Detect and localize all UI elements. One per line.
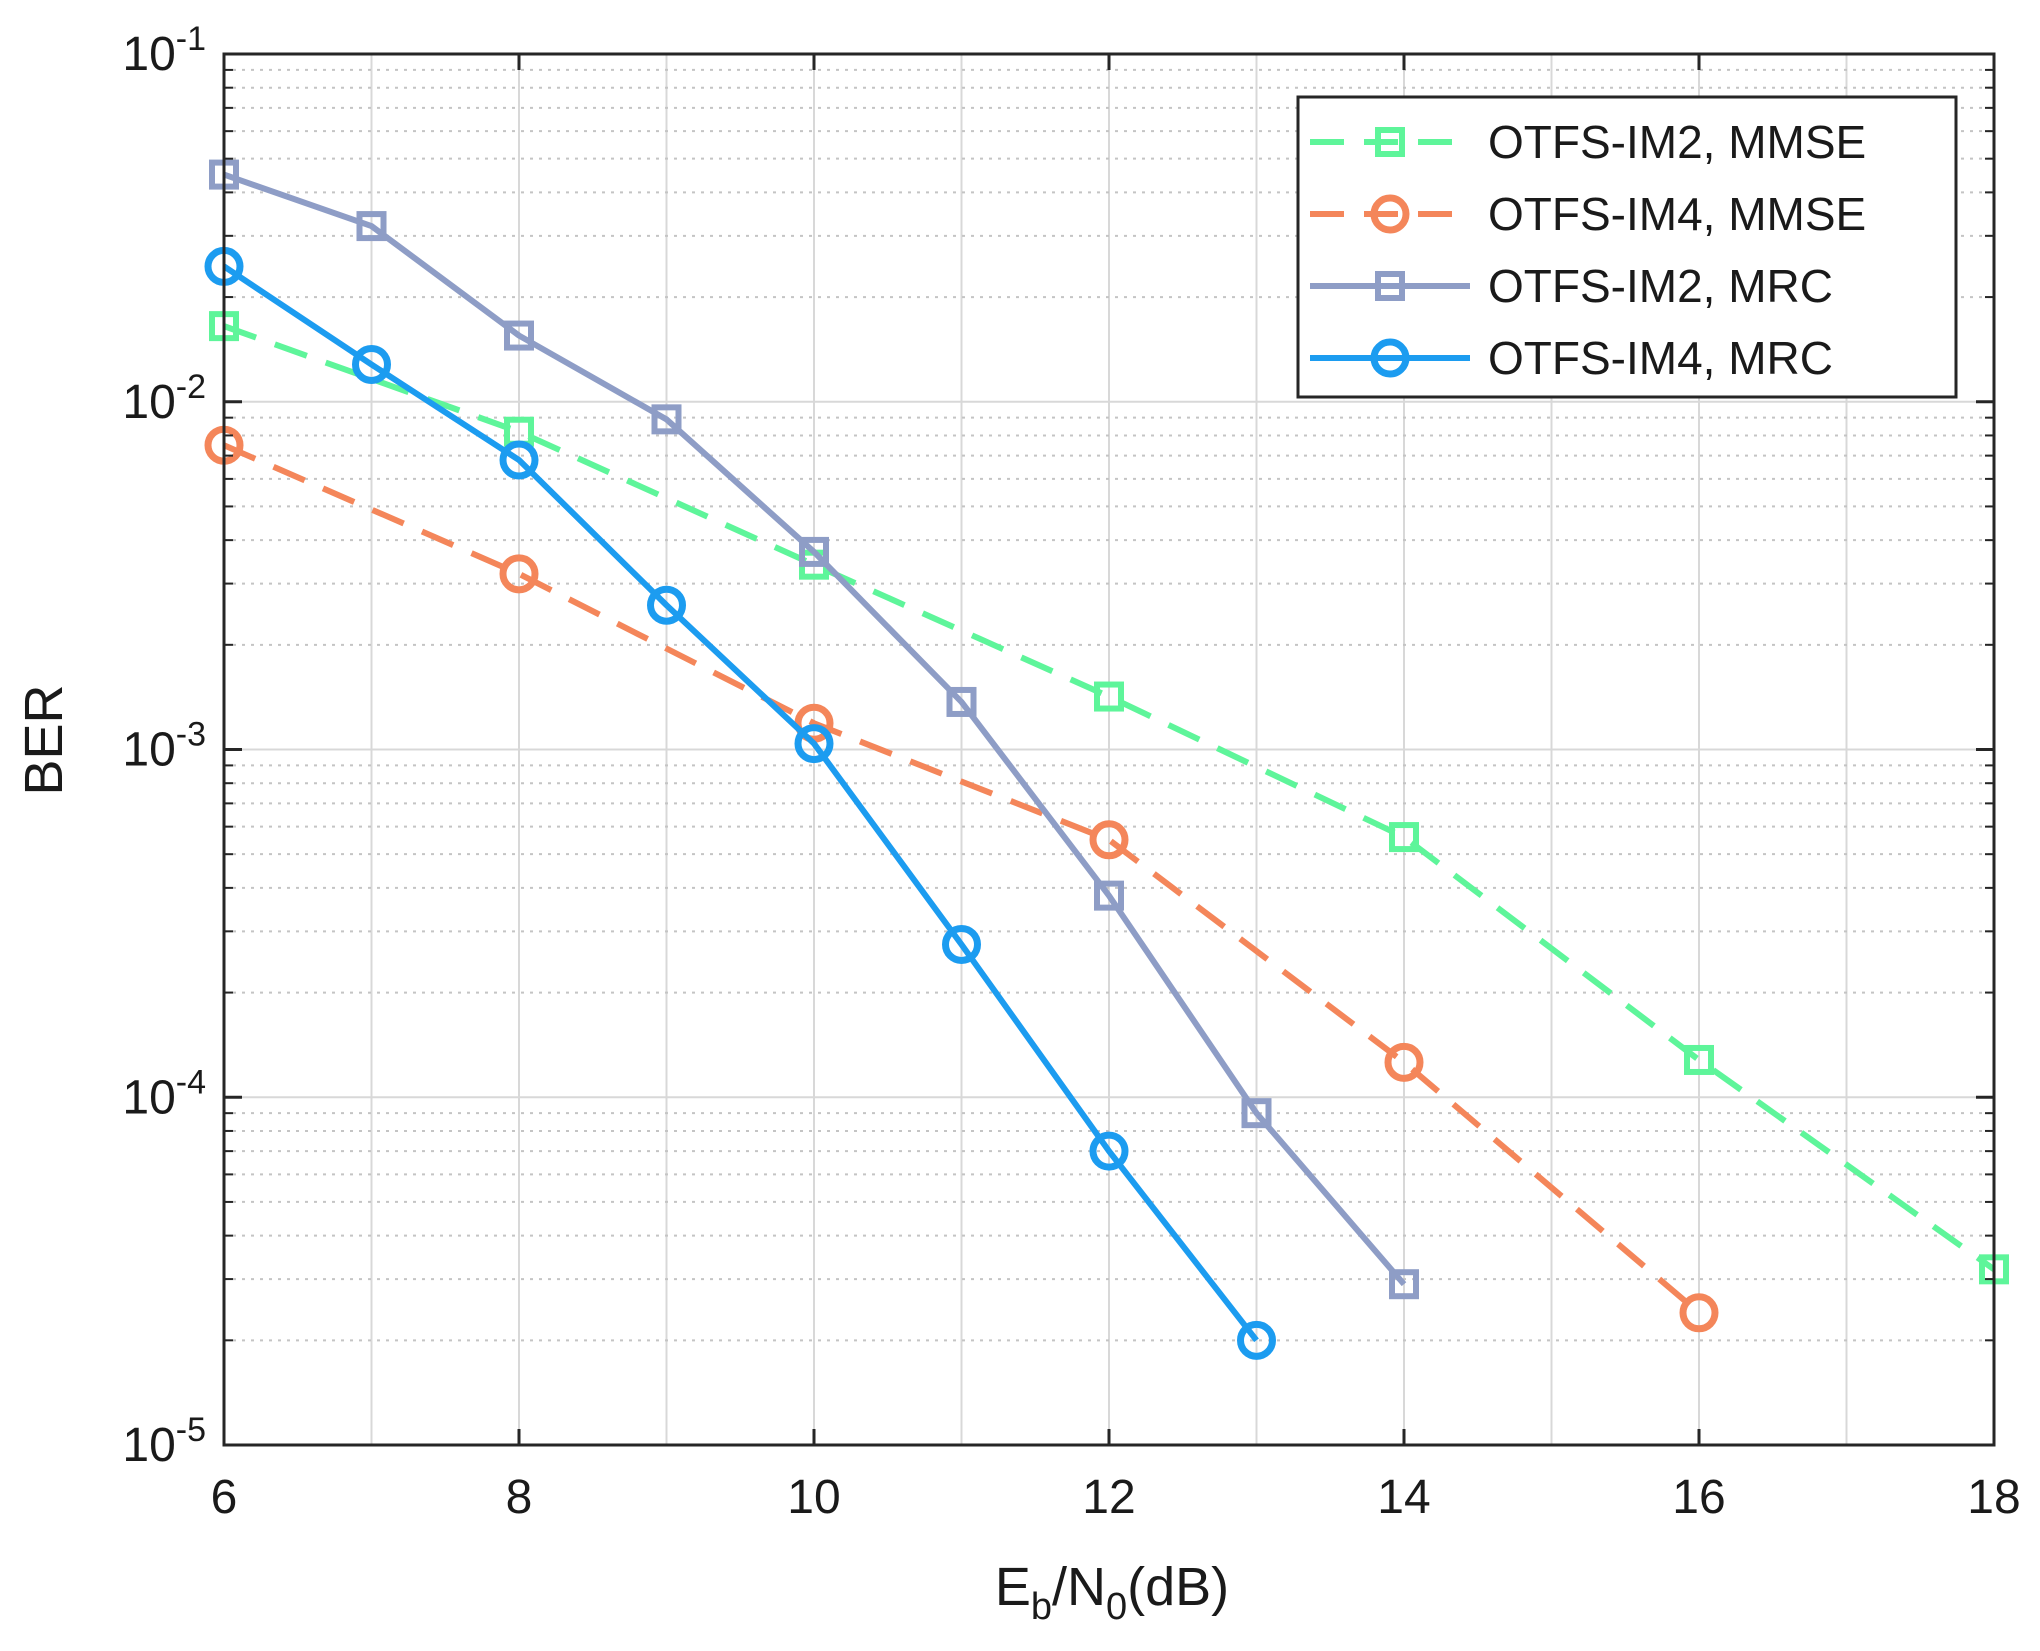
legend-label: OTFS-IM4, MMSE	[1488, 188, 1866, 240]
data-point	[1679, 1293, 1719, 1333]
y-tick-label: 10-3	[122, 716, 206, 777]
legend-box	[1296, 95, 1958, 399]
y-tick-label: 10-2	[122, 368, 206, 429]
y-tick-label-exponent: -1	[176, 20, 206, 58]
data-point	[946, 686, 977, 717]
y-tick-label-exponent: -3	[176, 716, 206, 754]
legend-entry-3: OTFS-IM2, MRC	[1310, 260, 1833, 312]
data-point	[352, 344, 391, 384]
y-tick-label-base: 10	[122, 28, 175, 81]
data-point	[651, 404, 682, 435]
x-axis-label-sub-b: b	[1031, 1586, 1052, 1628]
x-tick-label: 6	[211, 1471, 238, 1524]
data-point	[799, 536, 829, 567]
legend-label: OTFS-IM4, MRC	[1488, 332, 1833, 384]
legend-entry-4: OTFS-IM4, MRC	[1310, 332, 1833, 384]
y-tick-label-exponent: -2	[176, 368, 206, 406]
series-line	[222, 263, 1259, 1343]
x-tick-labels: 6 8 10 12 14 16 18	[211, 1471, 2021, 1524]
axis-ticks	[222, 52, 1996, 1447]
series-line	[223, 171, 1407, 1287]
y-tick-label-base: 10	[122, 376, 175, 429]
y-tick-labels: 10-510-410-310-210-1	[122, 20, 206, 1472]
legend-entry-2: OTFS-IM4, MMSE	[1310, 188, 1866, 240]
series-2	[204, 425, 1719, 1333]
x-tick-label: 14	[1377, 1471, 1430, 1524]
y-tick-label: 10-5	[122, 1411, 206, 1472]
x-tick-label: 10	[787, 1471, 840, 1524]
x-axis-label-sub-0: 0	[1106, 1586, 1127, 1628]
data-point	[504, 416, 534, 447]
data-point	[794, 703, 834, 743]
y-tick-label-exponent: -5	[176, 1411, 206, 1449]
data-point	[499, 554, 539, 594]
legend: OTFS-IM2, MMSE OTFS-IM4, MMSE OTFS-IM2, MR…	[1296, 95, 1958, 399]
y-tick-label: 10-1	[122, 20, 206, 81]
data-point	[1094, 880, 1124, 911]
data-point	[942, 924, 981, 964]
legend-label: OTFS-IM2, MMSE	[1488, 116, 1866, 168]
x-tick-label: 8	[506, 1471, 533, 1524]
legend-marker	[1370, 194, 1410, 234]
data-point	[1089, 820, 1129, 860]
data-point	[356, 211, 387, 242]
data-point	[1089, 1131, 1129, 1171]
y-tick-label-base: 10	[122, 1071, 175, 1124]
legend-marker	[1370, 338, 1410, 378]
data-point	[1389, 1269, 1419, 1300]
data-point	[504, 320, 534, 351]
data-point	[1241, 1098, 1272, 1129]
y-tick-label-base: 10	[122, 724, 175, 777]
data-point	[1237, 1320, 1276, 1360]
legend-marker	[1375, 127, 1405, 157]
series-line	[222, 442, 1701, 1316]
legend-entry-1: OTFS-IM2, MMSE	[1310, 116, 1866, 168]
data-point	[1684, 1044, 1714, 1075]
y-tick-label-base: 10	[122, 1419, 175, 1472]
data-point	[794, 724, 834, 764]
series-4	[204, 246, 1276, 1360]
x-tick-label: 18	[1967, 1471, 2020, 1524]
data-point	[1389, 822, 1419, 853]
y-axis-label: BER	[14, 684, 74, 795]
x-axis-label-tail: (dB)	[1127, 1557, 1229, 1617]
x-axis-label-main: E	[995, 1557, 1031, 1617]
legend-label: OTFS-IM2, MRC	[1488, 260, 1833, 312]
x-tick-label: 16	[1672, 1471, 1725, 1524]
data-point	[1384, 1042, 1424, 1082]
x-axis-label: Eb/N0(dB)	[995, 1557, 1229, 1628]
y-tick-label: 10-4	[122, 1063, 206, 1124]
legend-marker	[1375, 271, 1405, 301]
y-tick-label-exponent: -4	[176, 1063, 206, 1101]
data-point	[499, 440, 539, 480]
data-point	[647, 585, 686, 625]
data-point	[1094, 681, 1124, 712]
x-tick-label: 12	[1082, 1471, 1135, 1524]
x-axis-label-mid: /N	[1052, 1557, 1106, 1617]
